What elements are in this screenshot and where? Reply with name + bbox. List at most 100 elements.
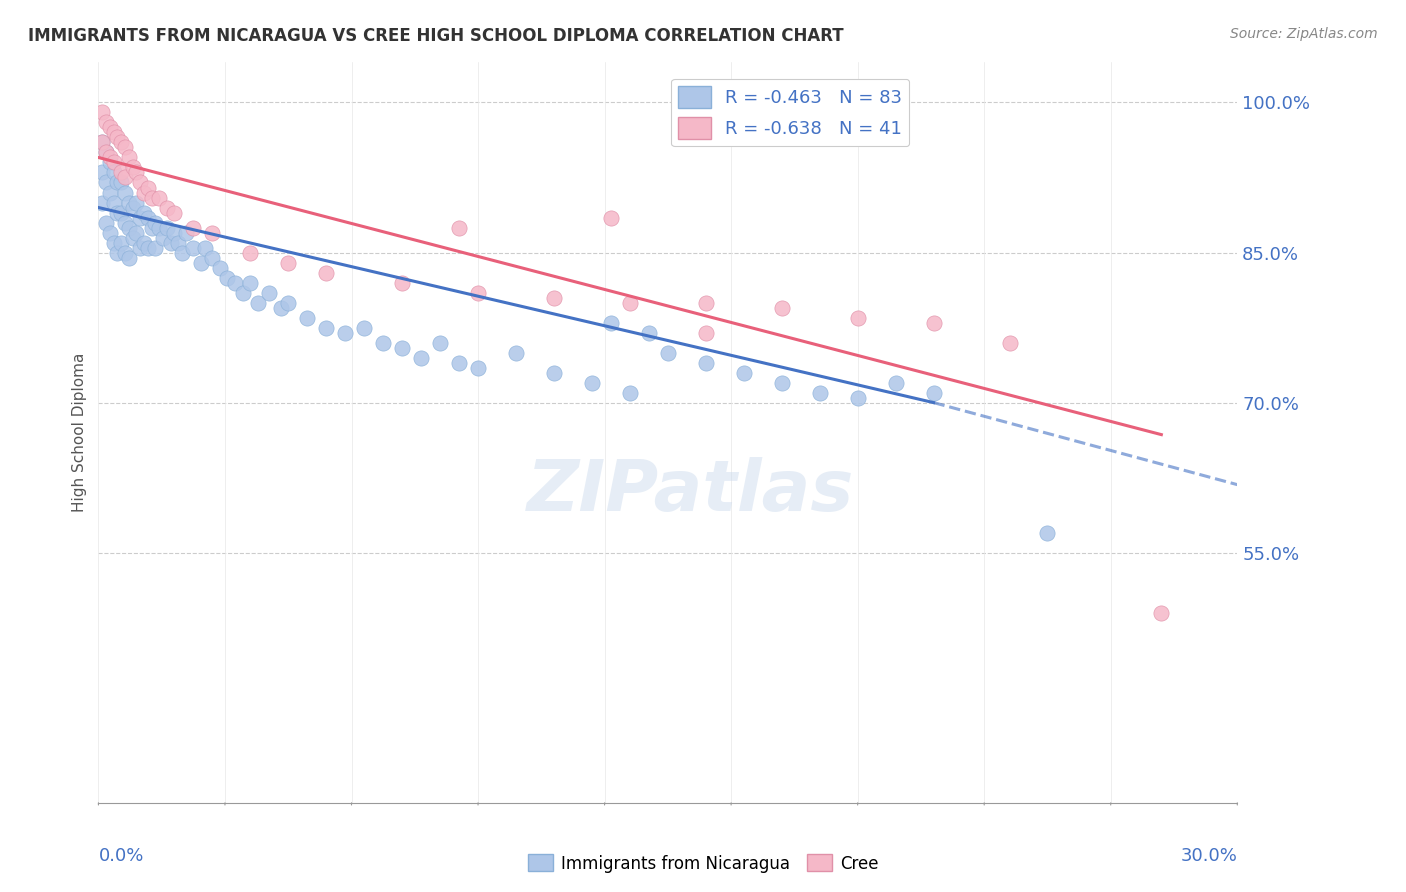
Text: IMMIGRANTS FROM NICARAGUA VS CREE HIGH SCHOOL DIPLOMA CORRELATION CHART: IMMIGRANTS FROM NICARAGUA VS CREE HIGH S… (28, 27, 844, 45)
Point (190, 255, 212, 269)
Point (335, 326, 357, 340)
Point (110, 205, 132, 219)
Point (152, 230, 174, 244)
Point (114, 215, 136, 229)
Point (297, 310, 319, 325)
Point (94, 215, 117, 229)
Point (110, 165, 132, 179)
Point (94, 176, 117, 190)
Point (125, 165, 148, 179)
Point (98, 151, 121, 165)
Point (114, 170, 136, 185)
Point (141, 190, 163, 204)
Point (695, 326, 717, 340)
Point (581, 376, 603, 390)
Point (315, 320, 337, 334)
Point (114, 245, 136, 260)
Point (103, 195, 125, 210)
Y-axis label: High School Diploma: High School Diploma (72, 353, 87, 512)
Text: Source: ZipAtlas.com: Source: ZipAtlas.com (1230, 27, 1378, 41)
Point (159, 235, 181, 250)
Point (846, 310, 869, 325)
Point (224, 276, 246, 290)
Point (733, 366, 755, 380)
Point (183, 240, 205, 255)
Point (103, 155, 125, 169)
Point (449, 220, 471, 235)
Point (246, 295, 269, 310)
Point (201, 226, 224, 240)
Point (232, 285, 254, 300)
Point (91, 105, 114, 120)
Point (270, 301, 292, 315)
Point (1036, 525, 1059, 540)
Point (201, 251, 224, 265)
Point (353, 320, 375, 334)
Point (103, 235, 125, 250)
Point (277, 295, 299, 310)
Point (657, 345, 679, 359)
Point (91, 195, 114, 210)
Point (107, 176, 129, 190)
Point (695, 355, 717, 369)
Point (118, 220, 141, 235)
Point (467, 360, 489, 375)
Point (846, 391, 869, 405)
Point (208, 260, 231, 275)
Point (91, 165, 114, 179)
Text: 30.0%: 30.0% (1181, 847, 1237, 865)
Point (543, 291, 565, 305)
Point (194, 240, 217, 255)
Point (136, 240, 159, 255)
Point (638, 326, 661, 340)
Point (91, 136, 114, 150)
Point (110, 176, 132, 190)
Point (922, 385, 945, 400)
Point (259, 285, 281, 300)
Point (91, 136, 114, 150)
Point (449, 355, 471, 369)
Point (107, 245, 129, 260)
Point (132, 186, 155, 200)
Text: 0.0%: 0.0% (98, 847, 143, 865)
Point (125, 226, 148, 240)
Point (808, 385, 831, 400)
Point (543, 366, 565, 380)
Point (129, 240, 152, 255)
Point (107, 130, 129, 145)
Point (136, 180, 159, 194)
Point (371, 335, 394, 350)
Point (98, 120, 121, 135)
Text: ZIPatlas: ZIPatlas (527, 458, 855, 526)
Legend: Immigrants from Nicaragua, Cree: Immigrants from Nicaragua, Cree (520, 847, 886, 880)
Point (619, 385, 641, 400)
Point (998, 335, 1021, 350)
Point (156, 201, 179, 215)
Point (103, 165, 125, 179)
Point (132, 235, 155, 250)
Point (110, 235, 132, 250)
Point (239, 245, 262, 260)
Point (129, 176, 152, 190)
Point (129, 211, 152, 225)
Point (121, 201, 143, 215)
Point (121, 230, 143, 244)
Point (239, 276, 262, 290)
Point (174, 226, 197, 240)
Point (114, 186, 136, 200)
Point (163, 205, 186, 219)
Point (163, 226, 186, 240)
Point (277, 255, 299, 269)
Point (156, 220, 179, 235)
Point (148, 190, 170, 204)
Point (114, 140, 136, 154)
Point (170, 245, 193, 260)
Point (770, 301, 793, 315)
Point (145, 240, 167, 255)
Point (411, 351, 433, 365)
Point (770, 376, 793, 390)
Point (141, 220, 163, 235)
Point (118, 195, 141, 210)
Point (429, 335, 451, 350)
Point (118, 151, 141, 165)
